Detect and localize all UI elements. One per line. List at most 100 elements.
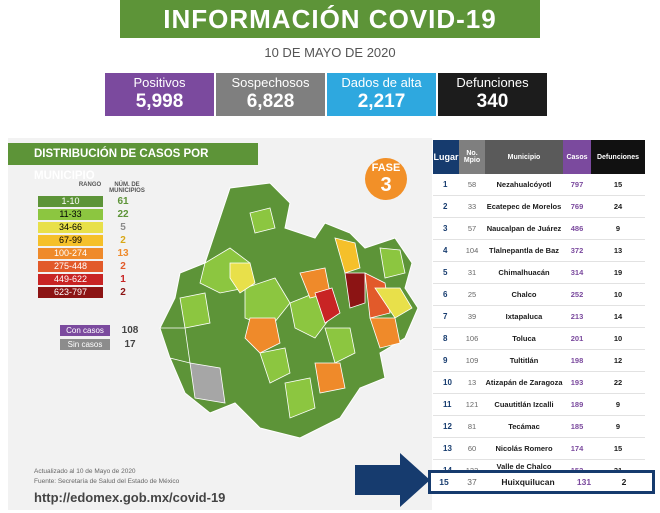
cell-mpio: 39 [459,305,485,328]
legend-count: 22 [117,208,129,220]
cell-municipio: Cuautitlán Izcalli [485,393,563,416]
cell-casos: 213 [563,305,591,328]
stat-dados-de-alta: Dados de alta 2,217 [327,73,436,116]
cell-lugar: 12 [433,415,459,438]
table-row: 11 121 Cuautitlán Izcalli 189 9 [433,393,645,416]
cell-casos: 201 [563,327,591,350]
cell-mpio: 81 [459,415,485,438]
table-row: 12 81 Tecámac 185 9 [433,415,645,438]
fase-badge: FASE 3 [365,158,407,200]
report-date: 10 DE MAYO DE 2020 [264,45,396,60]
header-mpio: No. Mpio [459,140,485,174]
legend-range: 449-622 [38,273,103,285]
highlight-defunciones: 2 [621,477,627,487]
cell-casos: 486 [563,217,591,240]
highlight-mpio: 37 [467,477,477,487]
cell-lugar: 6 [433,283,459,306]
cell-municipio: Tecámac [485,415,563,438]
stats-bar: Positivos 5,998 Sospechosos 6,828 Dados … [105,73,547,116]
cell-lugar: 5 [433,261,459,284]
stat-label: Sospechosos [231,75,310,90]
cell-defunciones: 22 [591,371,645,394]
table-row: 8 106 Toluca 201 10 [433,327,645,350]
cell-mpio: 60 [459,437,485,460]
legend-range: 67-99 [38,234,103,246]
legend-rango-header: RANGO [78,182,102,188]
legend-range: 34-66 [38,221,103,233]
sin-casos-row: Sin casos 17 [60,339,150,350]
cell-defunciones: 15 [591,174,645,196]
cell-casos: 185 [563,415,591,438]
ranking-table: Lugar No. Mpio Municipio Casos Defuncion… [433,140,645,482]
cell-casos: 252 [563,283,591,306]
stat-value: 6,828 [246,91,295,112]
cell-mpio: 25 [459,283,485,306]
source-note: Fuente: Secretaría de Salud del Estado d… [34,478,180,485]
cell-casos: 314 [563,261,591,284]
cell-defunciones: 9 [591,393,645,416]
legend-count: 2 [120,234,126,246]
cell-mpio: 121 [459,393,485,416]
legend-range: 1-10 [38,195,103,207]
header-banner: INFORMACIÓN COVID-19 [120,0,540,38]
cell-defunciones: 12 [591,349,645,372]
table-row: 1 58 Nezahualcóyotl 797 15 [433,174,645,196]
table-row: 4 104 Tlalnepantla de Baz 372 13 [433,239,645,262]
cell-defunciones: 15 [591,437,645,460]
stat-label: Dados de alta [341,75,422,90]
cell-defunciones: 14 [591,305,645,328]
fase-number: 3 [380,174,392,196]
cell-mpio: 58 [459,174,485,196]
stat-defunciones: Defunciones 340 [438,73,547,116]
cell-casos: 189 [563,393,591,416]
municipality-map [159,182,419,439]
cell-lugar: 7 [433,305,459,328]
table-row: 2 33 Ecatepec de Morelos 769 24 [433,195,645,218]
cell-municipio: Chimalhuacán [485,261,563,284]
cell-defunciones: 10 [591,283,645,306]
sin-casos-label: Sin casos [60,339,110,350]
cell-municipio: Ixtapaluca [485,305,563,328]
cell-defunciones: 24 [591,195,645,218]
cell-casos: 372 [563,239,591,262]
header-municipio: Municipio [485,140,563,174]
arrow-right-icon [355,453,430,507]
cell-mpio: 106 [459,327,485,350]
cell-lugar: 1 [433,174,459,196]
legend-row: 1-10 61 [38,195,143,207]
legend-range: 275-448 [38,260,103,272]
cell-municipio: Nezahualcóyotl [485,174,563,196]
table-row: 6 25 Chalco 252 10 [433,283,645,306]
fase-label: FASE [371,162,401,174]
cell-casos: 797 [563,174,591,196]
updated-note: Actualizado al 10 de Mayo de 2020 [34,468,136,475]
legend-count-header: NÚM. DE MUNICIPIOS [109,182,145,194]
stat-value: 2,217 [357,91,406,112]
stat-label: Defunciones [456,75,529,90]
stat-label: Positivos [133,75,186,90]
legend-row: 623-797 2 [38,286,143,298]
cell-casos: 193 [563,371,591,394]
cell-lugar: 3 [433,217,459,240]
cell-municipio: Nicolás Romero [485,437,563,460]
header-lugar: Lugar [433,140,459,174]
con-casos-label: Con casos [60,325,110,336]
cell-mpio: 57 [459,217,485,240]
distribution-title: DISTRIBUCIÓN DE CASOS POR MUNICIPIO [8,143,258,182]
legend-range: 623-797 [38,286,103,298]
legend-range: 11-33 [38,208,103,220]
legend-row: 67-99 2 [38,234,143,246]
cell-defunciones: 13 [591,239,645,262]
cell-mpio: 104 [459,239,485,262]
source-url[interactable]: http://edomex.gob.mx/covid-19 [34,490,226,505]
cell-lugar: 10 [433,371,459,394]
cell-lugar: 2 [433,195,459,218]
table-row: 3 57 Naucalpan de Juárez 486 9 [433,217,645,240]
stat-value: 340 [476,91,509,112]
stat-value: 5,998 [135,91,184,112]
page-title: INFORMACIÓN COVID-19 [163,3,497,34]
table-row: 7 39 Ixtapaluca 213 14 [433,305,645,328]
legend-count: 2 [120,260,126,272]
cell-mpio: 13 [459,371,485,394]
cell-municipio: Tlalnepantla de Baz [485,239,563,262]
